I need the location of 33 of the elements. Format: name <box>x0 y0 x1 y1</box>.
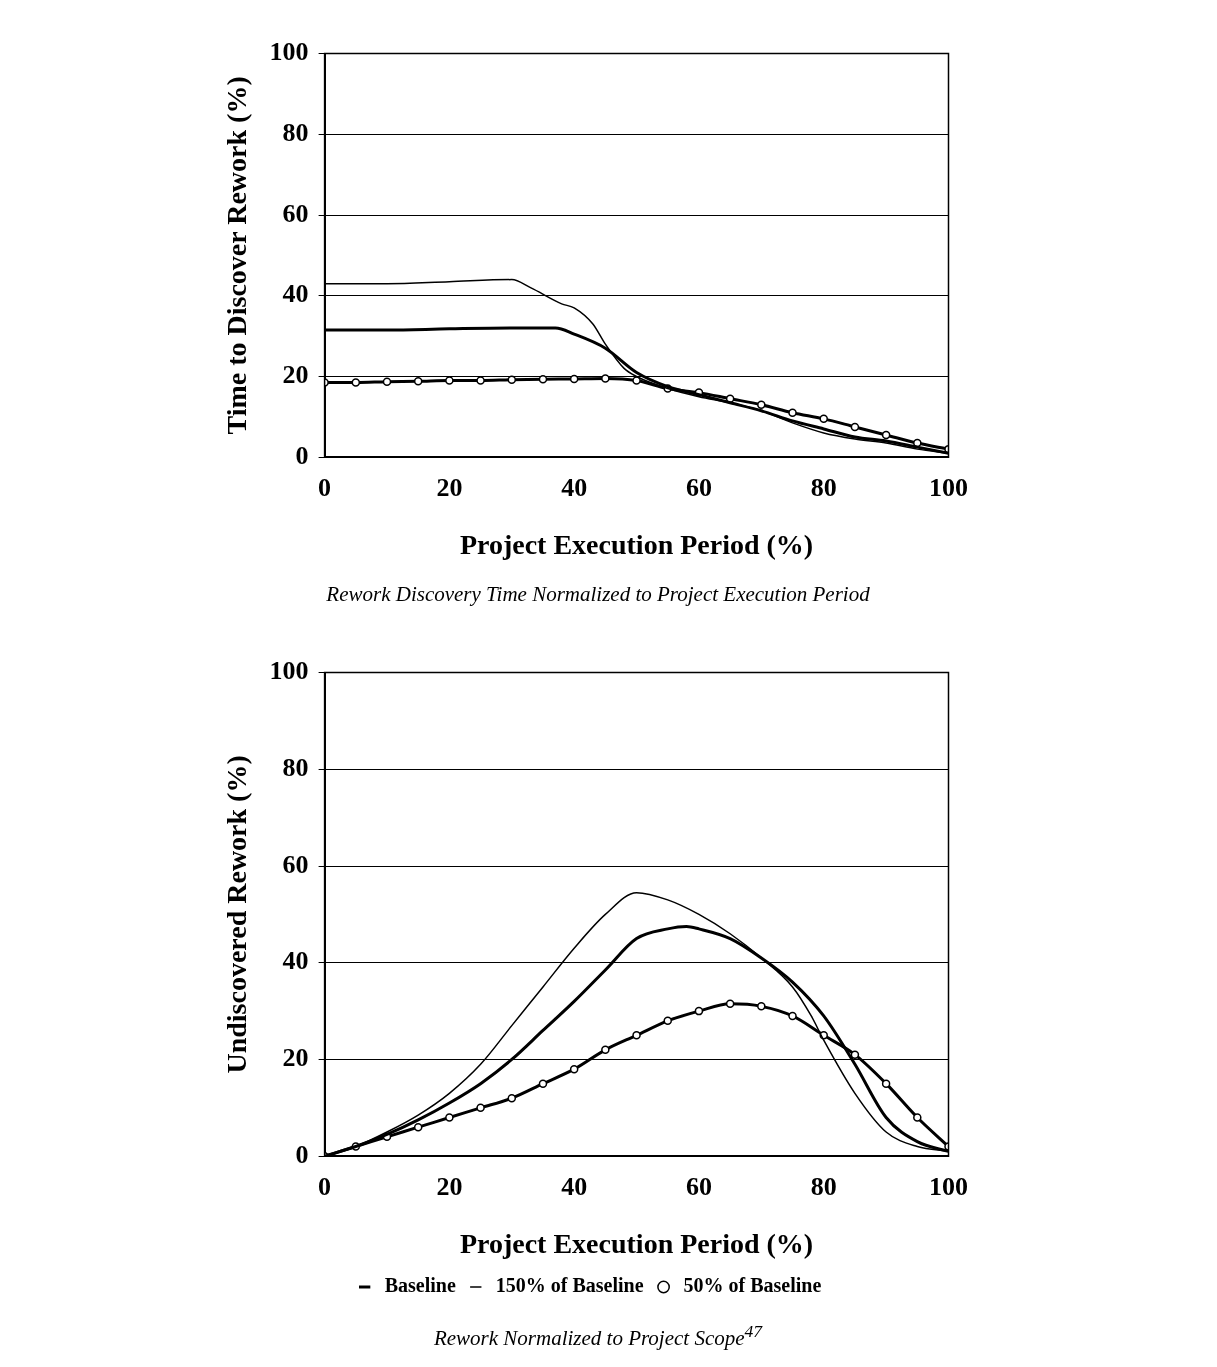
x-tick-label: 80 <box>810 472 837 502</box>
legend-label: 50% of Baseline <box>683 1274 822 1297</box>
x-tick-label: 20 <box>436 1171 463 1201</box>
x-tick-label: 0 <box>318 472 332 502</box>
x-tick-label: 0 <box>318 1171 332 1201</box>
x-tick-label: 20 <box>436 472 463 502</box>
text: Rework Discovery Time Normalized to Project Execution Period <box>325 582 871 607</box>
x-tick-label: 40 <box>561 1171 588 1201</box>
x-axis-title: Project Execution Period (%) <box>459 1228 814 1260</box>
x-axis-title: Project Execution Period (%) <box>459 529 814 561</box>
y-axis-title: Undiscovered Rework (%) <box>221 755 253 1074</box>
x-tick-label: 100 <box>929 472 968 502</box>
y-tick-label: 40 <box>282 946 309 976</box>
legend-label: 150% of Baseline <box>495 1274 644 1297</box>
y-tick-label: 60 <box>282 198 309 228</box>
y-tick-label: 100 <box>269 37 309 67</box>
text: Rework Normalized to Project Scope$^{47}$ <box>432 1321 764 1351</box>
x-tick-label: 100 <box>929 1171 968 1201</box>
y-tick-label: 0 <box>295 1139 309 1169</box>
y-tick-label: 0 <box>295 440 309 470</box>
y-tick-label: 80 <box>282 753 309 783</box>
y-tick-label: 40 <box>282 279 309 309</box>
x-tick-label: 60 <box>685 1171 712 1201</box>
legend-label: Baseline <box>384 1274 456 1297</box>
y-tick-label: 20 <box>282 360 309 390</box>
y-tick-label: 20 <box>282 1043 309 1073</box>
y-tick-label: 100 <box>269 656 309 686</box>
y-axis-title: Time to Discover Rework (%) <box>221 76 253 435</box>
y-tick-label: 80 <box>282 118 309 148</box>
y-tick-label: 60 <box>282 849 309 879</box>
x-tick-label: 80 <box>810 1171 837 1201</box>
x-tick-label: 60 <box>685 472 712 502</box>
x-tick-label: 40 <box>561 472 588 502</box>
